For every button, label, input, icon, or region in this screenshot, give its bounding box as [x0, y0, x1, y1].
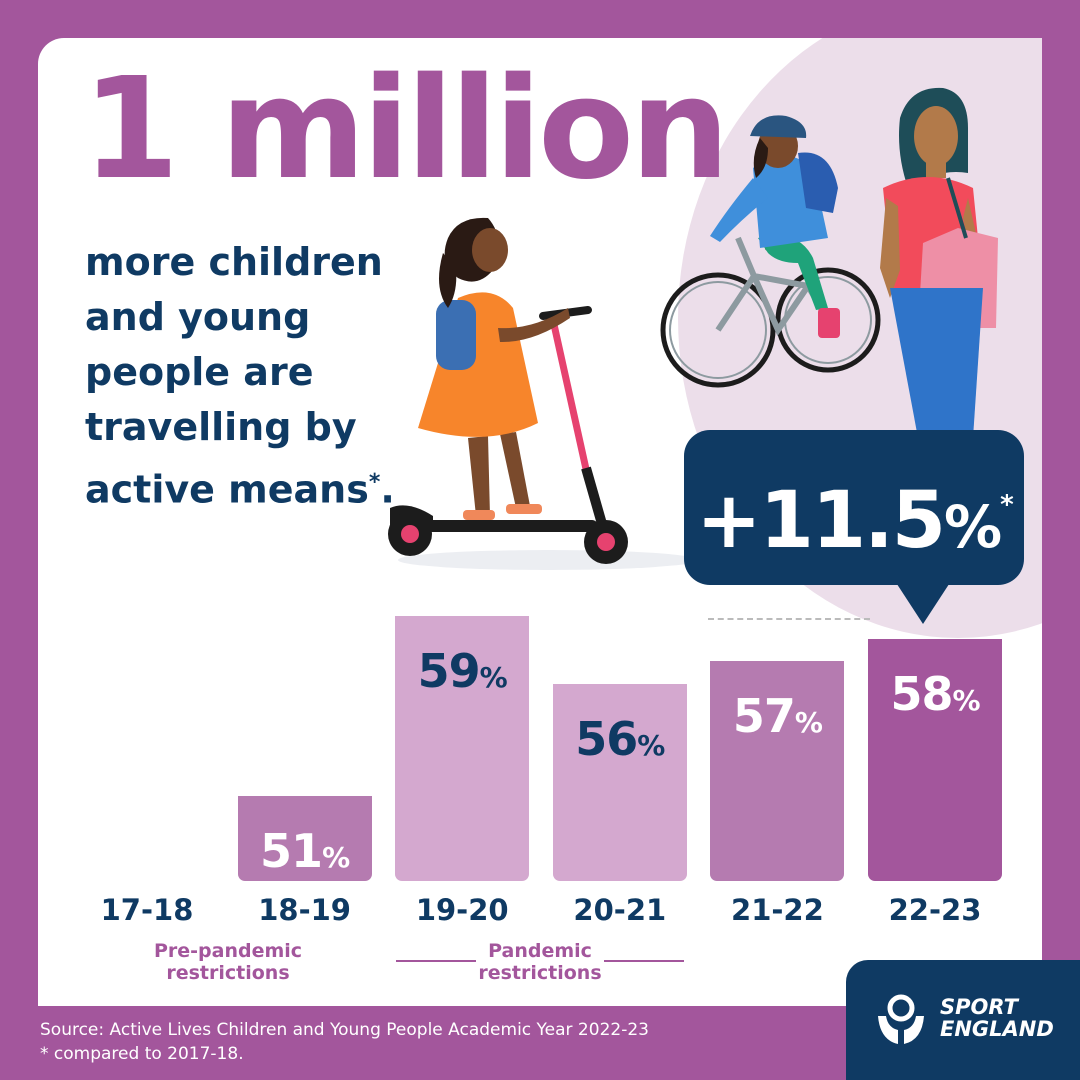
bar-value-label-18-19: 51%	[238, 824, 372, 878]
period-label-pandemic: Pandemic restrictions	[478, 940, 602, 984]
subtitle: more children and young people are trave…	[85, 235, 415, 518]
subtitle-text: more children and young people are trave…	[85, 240, 383, 512]
bar-value-label-20-21: 56%	[553, 712, 687, 766]
source-line: Source: Active Lives Children and Young …	[40, 1020, 649, 1040]
bar-value-unit: %	[637, 728, 665, 762]
callout-unit: %	[944, 493, 1002, 561]
bar-21-22	[710, 661, 845, 881]
bar-value-unit: %	[479, 661, 508, 694]
source-note: Source: Active Lives Children and Young …	[40, 1018, 649, 1066]
scooter-girl-illustration	[388, 217, 698, 570]
infographic-card: 1 million more children and young people…	[38, 38, 1042, 1006]
logo-line-2: ENGLAND	[940, 1017, 1054, 1041]
x-tick-label-20-21: 20-21	[573, 893, 667, 927]
callout-footnote-marker: *	[1000, 490, 1014, 520]
bar-value-number: 58	[890, 666, 953, 721]
bar-value-unit: %	[794, 706, 823, 739]
sport-england-logo-icon	[878, 994, 924, 1044]
cyclist-illustration	[660, 115, 881, 388]
comparison-dashed-line	[708, 618, 870, 620]
bar-value-number: 51	[260, 824, 323, 878]
bar-value-number: 57	[732, 689, 796, 743]
bar-18-19	[237, 796, 372, 881]
logo-wordmark: SPORT ENGLAND	[940, 996, 1054, 1040]
bar-value-label-21-22: 57%	[710, 689, 844, 743]
callout-pointer	[893, 578, 953, 624]
period-rule-left	[396, 960, 476, 962]
bar-value-number: 47	[102, 914, 165, 968]
bar-22-23	[868, 638, 1002, 881]
bar-value-label-17-18: 47%	[80, 914, 214, 968]
increase-callout: +11.5%*	[684, 430, 1024, 585]
bar-value-number: 59	[417, 644, 481, 698]
callout-value-text: +11.5	[696, 476, 946, 566]
footnote-line: * compared to 2017-18.	[40, 1044, 244, 1064]
sport-england-logo: SPORT ENGLAND	[846, 960, 1080, 1080]
headline: 1 million	[82, 48, 730, 211]
logo-line-1: SPORT	[940, 995, 1018, 1019]
x-tick-label-19-20: 19-20	[415, 893, 509, 927]
x-tick-label-22-23: 22-23	[888, 893, 982, 927]
x-tick-label-21-22: 21-22	[731, 893, 824, 927]
bar-value-label-22-23: 58%	[868, 667, 1002, 721]
walking-woman-illustration	[880, 87, 998, 438]
bar-value-number: 56	[575, 711, 638, 766]
subtitle-footnote-marker: *	[368, 470, 381, 495]
increase-callout-value: +11.5%*	[684, 430, 1024, 602]
x-tick-label-17-18: 17-18	[100, 893, 194, 927]
bar-value-unit: %	[952, 683, 980, 717]
bar-value-unit: %	[322, 841, 350, 874]
x-tick-label-18-19: 18-19	[258, 893, 351, 927]
bar-20-21	[552, 683, 687, 881]
period-label-pre-pandemic: Pre-pandemic restrictions	[153, 940, 303, 984]
illustration	[388, 87, 998, 570]
bar-value-unit: %	[164, 931, 192, 964]
bar-19-20	[395, 616, 530, 881]
bar-value-label-19-20: 59%	[395, 644, 529, 698]
period-rule-right	[604, 960, 684, 962]
subtitle-period: .	[380, 467, 395, 512]
